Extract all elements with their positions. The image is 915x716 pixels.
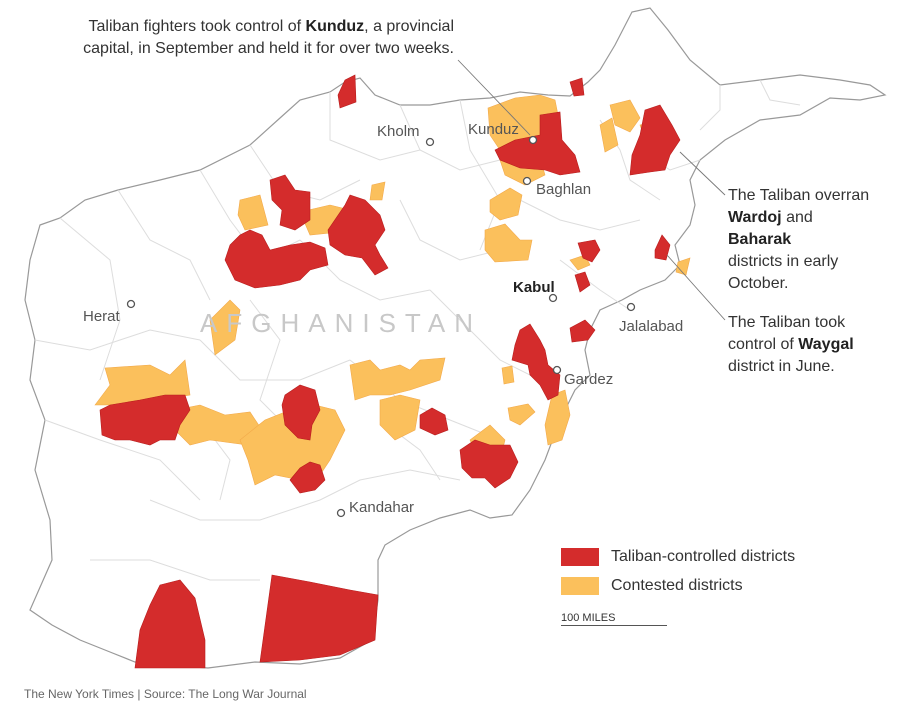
annotation-waygal: The Taliban took control of Waygal distr… [728, 312, 854, 378]
annotation-kunduz: Taliban fighters took control of Kunduz,… [50, 16, 454, 60]
city-label: Kandahar [349, 499, 414, 516]
legend-item-contested: Contested districts [561, 577, 743, 595]
annotation-wardoj: The Taliban overran Wardoj and Baharak d… [728, 185, 869, 295]
annotation-text: , a provincial [364, 18, 454, 35]
city-label: Kunduz [468, 121, 519, 138]
city-jalalabad: Jalalabad [619, 302, 683, 335]
city-marker-icon [126, 299, 136, 309]
city-gardez: Gardez [552, 365, 613, 388]
city-marker-icon [522, 176, 532, 186]
city-kabul: Kabul [513, 279, 558, 303]
city-marker-icon [336, 508, 346, 518]
legend-item-taliban: Taliban-controlled districts [561, 548, 795, 566]
city-marker-icon [626, 302, 636, 312]
annotation-text: capital, in September and held it for ov… [83, 40, 454, 57]
annotation-text: and [781, 209, 813, 226]
city-label: Jalalabad [619, 318, 683, 335]
legend-swatch [561, 548, 599, 566]
annotation-text: districts in early [728, 253, 839, 270]
annotation-text: Taliban fighters took control of [88, 18, 306, 35]
annotation-text: The Taliban took [728, 314, 846, 331]
legend-swatch [561, 577, 599, 595]
legend-label: Contested districts [611, 577, 743, 594]
annotation-text: The Taliban overran [728, 187, 870, 204]
city-label: Baghlan [536, 181, 591, 198]
city-marker-icon [552, 365, 562, 375]
leader-lines [457, 59, 726, 321]
city-label: Gardez [564, 371, 613, 388]
annotation-highlight: Waygal [798, 336, 854, 353]
city-label: Kholm [377, 123, 420, 140]
scale-bar: 100 MILES [561, 612, 667, 626]
annotation-highlight: Wardoj [728, 209, 782, 226]
city-kunduz: Kunduz [468, 121, 538, 145]
city-herat: Herat [83, 299, 136, 325]
city-marker-icon [528, 135, 538, 145]
city-label: Herat [83, 308, 121, 325]
annotation-highlight: Baharak [728, 231, 792, 248]
country-label: AFGHANISTAN [200, 308, 482, 338]
city-label: Kabul [513, 279, 555, 296]
city-kholm: Kholm [377, 123, 435, 147]
annotation-text: control of [728, 336, 799, 353]
legend-label: Taliban-controlled districts [611, 548, 796, 565]
annotation-text: October. [728, 275, 789, 292]
source-credit: The New York Times | Source: The Long Wa… [24, 687, 307, 701]
city-marker-icon [548, 293, 558, 303]
city-kandahar: Kandahar [336, 499, 414, 518]
city-baghlan: Baghlan [522, 176, 591, 198]
taliban-districts [99, 74, 681, 669]
city-marker-icon [425, 137, 435, 147]
annotation-text: district in June. [728, 358, 835, 375]
annotation-highlight: Kunduz [305, 18, 365, 35]
